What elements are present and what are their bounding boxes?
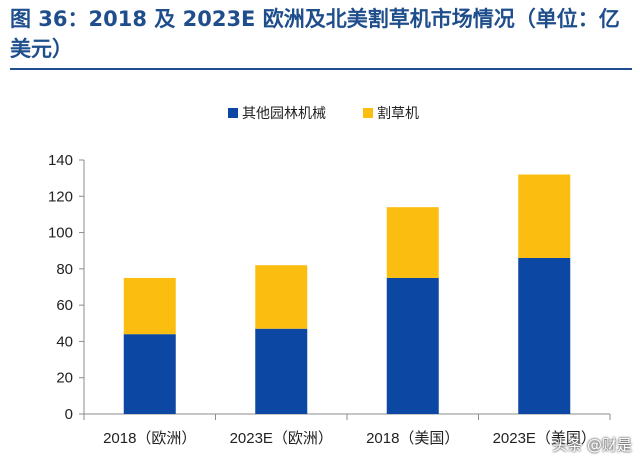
y-tick-label: 100: [48, 225, 73, 242]
x-tick-label: 2018（美国）: [366, 430, 459, 447]
x-axis: 2018（欧洲） 2023E（欧洲） 2018（美国） 2023E（美国）: [83, 413, 611, 447]
bar-lawn-mower: [255, 265, 308, 329]
y-tick-label: 140: [48, 152, 73, 169]
legend-label: 割草机: [377, 105, 419, 122]
chart-legend: 其他园林机械 割草机: [228, 105, 419, 122]
x-tick-label: 2018（欧洲）: [103, 430, 196, 447]
watermark: 头条 @财是: [552, 436, 632, 454]
y-axis: 0 20 40 60 80 100 120 140: [48, 152, 85, 423]
y-tick-label: 40: [56, 333, 73, 350]
y-tick-label: 20: [56, 370, 73, 387]
bar-other-garden-machinery: [255, 328, 308, 414]
bar-other-garden-machinery: [123, 334, 176, 414]
x-tick-label: 2023E（美国）: [493, 430, 596, 447]
bar-other-garden-machinery: [518, 257, 571, 414]
title-rule: [10, 68, 632, 70]
x-tick-label: 2023E（欧洲）: [230, 430, 333, 447]
y-tick-label: 60: [56, 297, 73, 314]
bar-group: [123, 174, 571, 414]
legend-label: 其他园林机械: [242, 106, 326, 122]
y-tick-label: 120: [48, 188, 73, 205]
legend-swatch: [228, 108, 238, 118]
y-tick-label: 0: [65, 406, 73, 423]
bar-lawn-mower: [386, 207, 439, 278]
bar-lawn-mower: [123, 277, 176, 335]
legend-swatch: [363, 108, 373, 118]
bar-other-garden-machinery: [386, 277, 439, 414]
y-tick-label: 80: [56, 261, 73, 278]
bar-lawn-mower: [518, 174, 571, 258]
figure-title: 图 36：2018 及 2023E 欧洲及北美割草机市场情况（单位：亿美元）: [10, 7, 620, 61]
